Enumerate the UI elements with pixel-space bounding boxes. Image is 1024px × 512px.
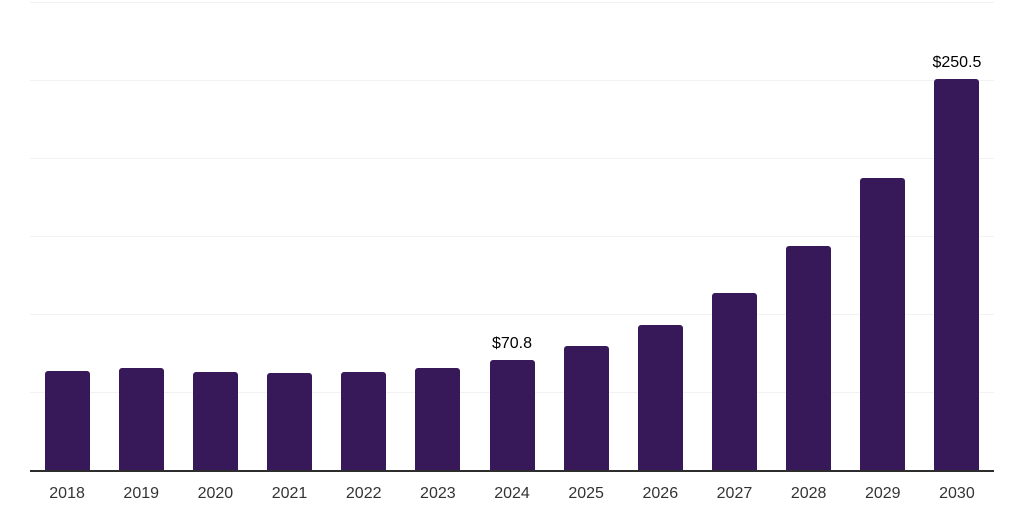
- bar-2022[interactable]: [341, 372, 387, 470]
- bar-2026[interactable]: [637, 325, 683, 470]
- x-tick-2029: 2029: [864, 485, 901, 502]
- value-label-2024: $70.8: [491, 334, 533, 352]
- bar-2018[interactable]: [44, 371, 90, 470]
- bar-2024[interactable]: [489, 359, 535, 470]
- x-tick-2021: 2021: [271, 485, 308, 502]
- x-tick-2026: 2026: [642, 485, 679, 502]
- value-label-2030: $250.5: [932, 54, 982, 72]
- x-tick-2018: 2018: [49, 485, 85, 502]
- x-axis-labels: 2018 2019 2020 2021 2022 2023 2024 2025 2026 2027…: [30, 472, 994, 506]
- plot-area: $70.8 $250.5: [30, 2, 994, 472]
- gridline-100: [30, 314, 994, 315]
- gridline-200: [30, 158, 994, 159]
- x-tick-2027: 2027: [716, 485, 753, 502]
- x-tick-2020: 2020: [197, 485, 234, 502]
- bar-2030[interactable]: [934, 79, 980, 470]
- bar-2019[interactable]: [118, 368, 164, 470]
- x-tick-2019: 2019: [123, 485, 160, 502]
- bar-2020[interactable]: [192, 372, 238, 470]
- x-tick-2023: 2023: [420, 485, 456, 502]
- x-tick-2024: 2024: [494, 485, 530, 502]
- gridline-250: [30, 80, 994, 81]
- bar-2023[interactable]: [415, 368, 461, 470]
- bar-2027[interactable]: [711, 293, 757, 470]
- bar-2029[interactable]: [860, 177, 906, 470]
- x-tick-2030: 2030: [939, 485, 975, 502]
- x-tick-2022: 2022: [345, 485, 382, 502]
- bar-2028[interactable]: [786, 245, 832, 470]
- x-tick-2028: 2028: [790, 485, 827, 502]
- bar-2021[interactable]: [267, 373, 313, 470]
- gridline-150: [30, 236, 994, 237]
- gridline-300: [30, 2, 994, 3]
- bar-2025[interactable]: [563, 346, 609, 470]
- x-tick-2025: 2025: [568, 485, 604, 502]
